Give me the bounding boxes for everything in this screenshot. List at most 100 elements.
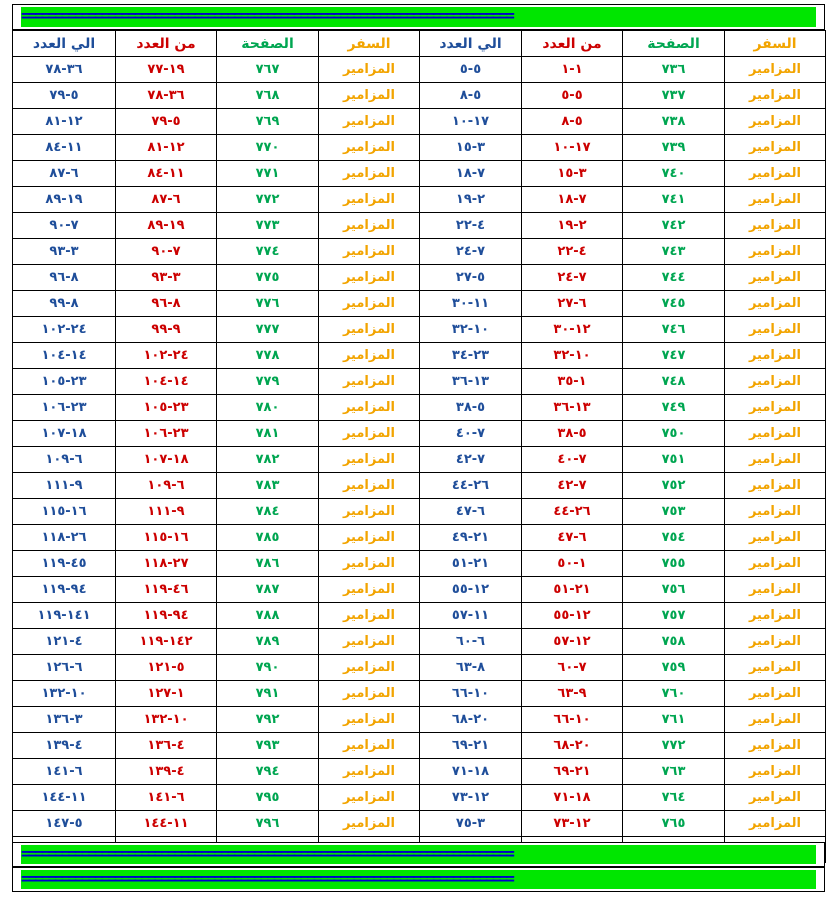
bottom-decorative-band-2: ========================================… (12, 867, 825, 892)
table-row: المزامير ٧٦٥ ١٢-٧٣ ٣-٧٥ المزامير ٧٩٦ ١١-١٤٤ ٥-١… (12, 810, 826, 837)
table-row: المزامير ٧٥٥ ١-٥٠ ٢١-٥١ المزامير ٧٨٦ ٢٧-١١٨ ٤٥-… (12, 550, 826, 577)
bottom-band-2-fill: ========================================… (21, 870, 816, 889)
header-book-1: السفر (724, 30, 826, 57)
book-cell: المزامير (318, 82, 420, 109)
table-row: المزامير ٧٤٥ ٦-٢٧ ١١-٣٠ المزامير ٧٧٦ ٨-٩٦ ٨-٩٩ (12, 290, 826, 317)
page-cell: ٧٤٦ (622, 316, 725, 343)
table-row: المزامير ٧٥٦ ٢١-٥١ ١٢-٥٥ المزامير ٧٨٧ ٤٦-١١٩ ٩٤… (12, 576, 826, 603)
page-cell: ٧٩٤ (216, 758, 319, 785)
page-cell: ٧٨٦ (216, 550, 319, 577)
from-cell: ١٨-١٠٧ (115, 446, 217, 473)
book-cell: المزامير (724, 420, 826, 447)
page-cell: ٧٧٥ (216, 264, 319, 291)
from-cell: ٢٤-١٠٢ (115, 342, 217, 369)
from-cell: ٩-٦٣ (521, 680, 623, 707)
page-cell: ٧٩٦ (216, 810, 319, 837)
page-cell: ٧٤٣ (622, 238, 725, 265)
page-cell: ٧٤٨ (622, 368, 725, 395)
page-cell: ٧٤٥ (622, 290, 725, 317)
page-cell: ٧٣٩ (622, 134, 725, 161)
page-cell: ٧٥٤ (622, 524, 725, 551)
to-cell: ٣-١٥ (419, 134, 522, 161)
header-row: السفر الصفحة من العدد الي العدد السفر ال… (12, 30, 826, 57)
page-cell: ٧٩٠ (216, 654, 319, 681)
to-cell: ١٢-٧٣ (419, 784, 522, 811)
to-cell: ٢٦-٤٤ (419, 472, 522, 499)
from-cell: ١٠-٦٦ (521, 706, 623, 733)
to-cell: ١٧-١٠ (419, 108, 522, 135)
from-cell: ١-٥٠ (521, 550, 623, 577)
to-cell: ٢٤-١٠٢ (12, 316, 116, 343)
page-cell: ٧٧٦ (216, 290, 319, 317)
book-cell: المزامير (318, 290, 420, 317)
book-cell: المزامير (318, 108, 420, 135)
from-cell: ١٤٢-١١٩ (115, 628, 217, 655)
to-cell: ٦-١٢٦ (12, 654, 116, 681)
from-cell: ١٠-١٣٢ (115, 706, 217, 733)
page-cell: ٧٤٩ (622, 394, 725, 421)
book-cell: المزامير (318, 680, 420, 707)
book-cell: المزامير (724, 238, 826, 265)
to-cell: ٧-٤٢ (419, 446, 522, 473)
from-cell: ٢٣-١٠٦ (115, 420, 217, 447)
from-cell: ١٨-٧١ (521, 784, 623, 811)
from-cell: ٩-٩٩ (115, 316, 217, 343)
from-cell: ٩٤-١١٩ (115, 602, 217, 629)
from-cell: ١-١ (521, 56, 623, 83)
book-cell: المزامير (724, 82, 826, 109)
book-cell: المزامير (724, 784, 826, 811)
book-cell: المزامير (318, 550, 420, 577)
to-cell: ١١-٣٠ (419, 290, 522, 317)
page-cell: ٧٨٩ (216, 628, 319, 655)
book-cell: المزامير (724, 498, 826, 525)
page-cell: ٧٦٧ (216, 56, 319, 83)
to-cell: ٧-٤٠ (419, 420, 522, 447)
to-cell: ١٠-٣٢ (419, 316, 522, 343)
book-cell: المزامير (318, 628, 420, 655)
from-cell: ٤٦-١١٩ (115, 576, 217, 603)
to-cell: ٥-٣٨ (419, 394, 522, 421)
table-row: المزامير ٧٣٩ ١٧-١٠ ٣-١٥ المزامير ٧٧٠ ١٢-٨١ ١١-٨… (12, 134, 826, 161)
to-cell: ٢٣-٣٤ (419, 342, 522, 369)
table-row: المزامير ٧٤٩ ١٣-٣٦ ٥-٣٨ المزامير ٧٨٠ ٢٣-١٠٥ ٢٣-… (12, 394, 826, 421)
to-cell: ٢٦-١١٨ (12, 524, 116, 551)
book-cell: المزامير (318, 524, 420, 551)
book-cell: المزامير (724, 732, 826, 759)
to-cell: ٧-٢٤ (419, 238, 522, 265)
from-cell: ١٢-٥٧ (521, 628, 623, 655)
from-cell: ٧-٩٠ (115, 238, 217, 265)
from-cell: ٨-٩٦ (115, 290, 217, 317)
to-cell: ١٩-٨٩ (12, 186, 116, 213)
book-cell: المزامير (724, 628, 826, 655)
page-cell: ٧٧٠ (216, 134, 319, 161)
page-cell: ٧٦٣ (622, 758, 725, 785)
to-cell: ٣٦-٧٨ (12, 56, 116, 83)
from-cell: ٦-٨٧ (115, 186, 217, 213)
to-cell: ٢٣-١٠٦ (12, 394, 116, 421)
book-cell: المزامير (724, 108, 826, 135)
page-cell: ٧٧٧ (216, 316, 319, 343)
table-row: المزامير ٧٦٣ ٢١-٦٩ ١٨-٧١ المزامير ٧٩٤ ٤-١٣٩ ٦-١… (12, 758, 826, 785)
to-cell: ١٣-٣٦ (419, 368, 522, 395)
book-cell: المزامير (724, 186, 826, 213)
from-cell: ٢-١٩ (521, 212, 623, 239)
from-cell: ١٧-١٠ (521, 134, 623, 161)
table-row: المزامير ٧٤٧ ١٠-٣٢ ٢٣-٣٤ المزامير ٧٧٨ ٢٤-١٠٢ ١٤… (12, 342, 826, 369)
table-row: المزامير ٧٥٧ ١٢-٥٥ ١١-٥٧ المزامير ٧٨٨ ٩٤-١١٩ ١٤… (12, 602, 826, 629)
from-cell: ٤-١٣٩ (115, 758, 217, 785)
bottom-band-1-fill: ========================================… (21, 845, 816, 864)
to-cell: ٥-٨ (419, 82, 522, 109)
book-cell: المزامير (318, 732, 420, 759)
to-cell: ١١-٥٧ (419, 602, 522, 629)
page-cell: ٧٩١ (216, 680, 319, 707)
book-cell: المزامير (724, 342, 826, 369)
to-cell: ١٠-٦٦ (419, 680, 522, 707)
table-row: المزامير ٧٦١ ١٠-٦٦ ٢٠-٦٨ المزامير ٧٩٢ ١٠-١٣٢ ٣-… (12, 706, 826, 733)
book-cell: المزامير (318, 498, 420, 525)
page-cell: ٧٣٨ (622, 108, 725, 135)
book-cell: المزامير (724, 134, 826, 161)
table-row: المزامير ٧٣٧ ٥-٥ ٥-٨ المزامير ٧٦٨ ٣٦-٧٨ ٥-٧٩ (12, 82, 826, 109)
to-cell: ١٤١-١١٩ (12, 602, 116, 629)
table-row: المزامير ٧٤٠ ٣-١٥ ٧-١٨ المزامير ٧٧١ ١١-٨٤ ٦-٨٧ (12, 160, 826, 187)
from-cell: ١٢-٣٠ (521, 316, 623, 343)
